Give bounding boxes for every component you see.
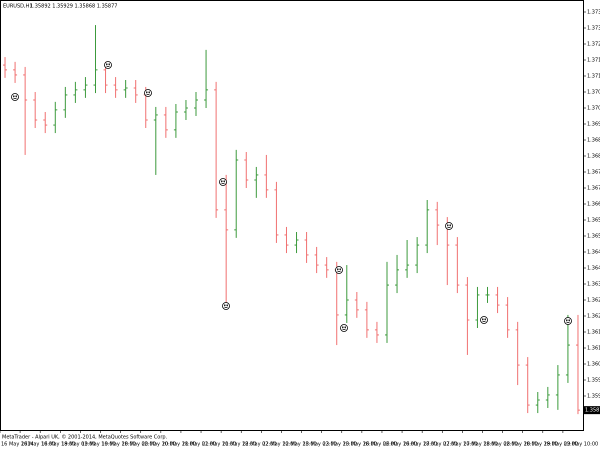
x-tick-label: 28 May 18:00 (524, 442, 558, 448)
smiley (219, 178, 227, 186)
smiley (564, 317, 572, 325)
ea-icons (11, 61, 572, 332)
y-tick-label: 1.35930 (587, 394, 600, 400)
x-tick-label: 22 May 18:00 (282, 442, 316, 448)
x-tick-label: 29 May 10:00 (564, 442, 598, 448)
smiley (11, 93, 19, 101)
y-tick-label: 1.36890 (587, 138, 600, 144)
y-tick-label: 1.36830 (587, 154, 600, 160)
y-tick-label: 1.36230 (587, 314, 600, 320)
y-tick-label: 1.36770 (587, 170, 600, 176)
x-tick-label: 20 May 02:00 (122, 442, 156, 448)
smiley (144, 89, 152, 97)
x-tick-label: 27 May 10:00 (443, 442, 477, 448)
smiley (335, 266, 343, 274)
y-tick-label: 1.36410 (587, 266, 600, 272)
x-tick-label: 22 May 02:00 (242, 442, 276, 448)
x-tick-label: 16 May 18:00 (41, 442, 75, 448)
x-tick-label: 21 May 02:00 (182, 442, 216, 448)
x-tick-label: 23 May 10:00 (323, 442, 357, 448)
smiley (480, 316, 488, 324)
x-tick-label: 19 May 18:00 (102, 442, 136, 448)
y-tick-label: 1.36710 (587, 186, 600, 192)
x-tick-label: 22 May 10:00 (262, 442, 296, 448)
y-tick-label: 1.37310 (587, 26, 600, 32)
y-tick-label: 1.37190 (587, 58, 600, 64)
y-tick-label: 1.36350 (587, 282, 600, 288)
current-price-box (584, 406, 600, 415)
y-tick-label: 1.37370 (587, 10, 600, 16)
x-tick-label: 28 May 02:00 (483, 442, 517, 448)
y-tick-label: 1.36470 (587, 250, 600, 256)
smiley (104, 61, 112, 69)
y-tick-label: 1.36050 (587, 362, 600, 368)
plot-frame (0, 0, 584, 431)
x-tick-label: 26 May 10:00 (383, 442, 417, 448)
x-tick-label: 27 May 18:00 (463, 442, 497, 448)
y-tick-label: 1.36290 (587, 298, 600, 304)
x-tick-label: 16 May 10:00 (21, 442, 55, 448)
x-tick-label: 20 May 18:00 (162, 442, 196, 448)
symbol-title: EURUSD,H1 (3, 4, 33, 10)
current-price-label: 1.35877 (585, 408, 600, 414)
x-tick-label: 19 May 02:00 (61, 442, 95, 448)
y-tick-label: 1.37070 (587, 90, 600, 96)
footer: MetaTrader - Alpari UK, © 2001-2014, Met… (2, 434, 168, 441)
y-tick-label: 1.36590 (587, 218, 600, 224)
x-tick-label: 23 May 02:00 (303, 442, 337, 448)
x-tick-label: 23 May 18:00 (343, 442, 377, 448)
y-tick-label: 1.37010 (587, 106, 600, 112)
y-tick-label: 1.36110 (587, 346, 600, 352)
x-tick-label: 27 May 02:00 (423, 442, 457, 448)
y-tick-label: 1.36170 (587, 330, 600, 336)
y-tick-label: 1.36530 (587, 234, 600, 240)
x-tick-label: 21 May 18:00 (222, 442, 256, 448)
y-tick-label: 1.36650 (587, 202, 600, 208)
x-tick-label: 21 May 10:00 (202, 442, 236, 448)
y-tick-label: 1.35990 (587, 378, 600, 384)
y-tick-label: 1.36950 (587, 122, 600, 128)
ohlc-readout: 1.35892 1.35929 1.35868 1.35877 (30, 4, 117, 10)
y-tick-label: 1.37130 (587, 74, 600, 80)
smiley (222, 302, 230, 310)
x-tick-label: 20 May 10:00 (142, 442, 176, 448)
x-tick-label: 26 May 02:00 (363, 442, 397, 448)
x-tick-label: 26 May 18:00 (403, 442, 437, 448)
smiley (340, 324, 348, 332)
x-tick-label: 16 May 2014 (1, 442, 34, 448)
x-tick-label: 29 May 02:00 (544, 442, 578, 448)
y-tick-label: 1.37250 (587, 42, 600, 48)
smiley (445, 222, 453, 230)
x-tick-label: 19 May 10:00 (81, 442, 115, 448)
x-tick-label: 28 May 10:00 (504, 442, 538, 448)
